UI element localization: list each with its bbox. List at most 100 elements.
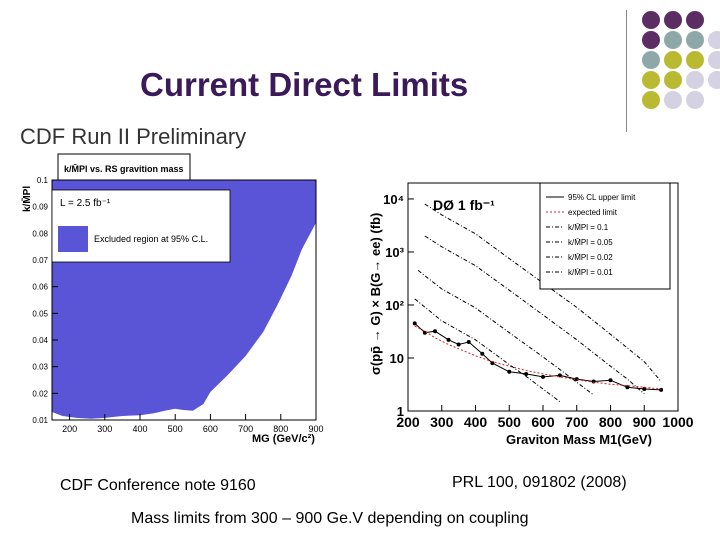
- d0-y-tick-label: 1: [397, 404, 404, 419]
- cdf-y-tick-label: 0.07: [32, 256, 48, 265]
- d0-data-point: [446, 337, 451, 342]
- d0-data-point: [642, 387, 647, 392]
- decor-dot: [708, 51, 720, 69]
- decor-dot: [686, 31, 704, 49]
- d0-data-point: [524, 371, 529, 376]
- d0-data-point: [412, 321, 417, 326]
- cdf-title: k/M̄Pl vs. RS gravition mass: [64, 164, 184, 174]
- cdf-x-tick-label: 500: [168, 424, 183, 434]
- d0-axes: 200 300 400 500 600 700 800 900 1000 1 10 10² 10³ 10⁴: [383, 182, 693, 430]
- decor-dot: [664, 51, 682, 69]
- cdf-x-tick-label: 300: [97, 424, 112, 434]
- d0-x-tick-label: 200: [396, 414, 420, 430]
- d0-data-point: [456, 342, 461, 347]
- caption-cdf-source: CDF Conference note 9160: [60, 477, 256, 494]
- cdf-legend: L = 2.5 fb⁻¹ Excluded region at 95% C.L.: [51, 189, 231, 263]
- d0-legend-label: k/M̄Pl = 0.05: [568, 238, 613, 247]
- cdf-x-tick-label: 400: [132, 424, 147, 434]
- d0-data-point: [480, 351, 485, 356]
- d0-x-tick-label: 800: [599, 414, 623, 430]
- decor-dot: [642, 91, 660, 109]
- d0-plot-area: [412, 203, 664, 403]
- d0-data-point: [541, 374, 545, 379]
- d0-legend-frame: [539, 182, 671, 290]
- cdf-legend-swatch: [58, 226, 88, 252]
- d0-data-point: [507, 369, 512, 374]
- d0-y-axis-label: σ(pp̄ → G) × B(G→ ee) (fb): [368, 213, 383, 375]
- cdf-y-tick-label: 0.09: [32, 203, 48, 212]
- d0-legend-label: 95% CL upper limit: [568, 193, 636, 202]
- d0-legend-label: k/M̄Pl = 0.01: [568, 268, 613, 277]
- cdf-y-tick-label: 0.01: [32, 416, 48, 425]
- cdf-legend-title-box: k/M̄Pl vs. RS gravition mass: [57, 153, 191, 181]
- decor-dot: [686, 51, 704, 69]
- d0-series-line: [414, 325, 662, 390]
- d0-series-line: [414, 298, 561, 403]
- d0-legend: 95% CL upper limit expected limit k/M̄Pl =…: [539, 182, 671, 290]
- cdf-legend-label: Excluded region at 95% C.L.: [94, 234, 208, 244]
- d0-x-tick-label: 300: [430, 414, 454, 430]
- d0-x-tick-label: 700: [565, 414, 589, 430]
- cdf-x-tick-label: 700: [238, 424, 253, 434]
- d0-data-point: [608, 378, 613, 383]
- d0-legend-label: k/M̄Pl = 0.1: [568, 223, 609, 232]
- decor-dot: [708, 31, 720, 49]
- decor-dot: [708, 71, 720, 89]
- d0-x-axis-label: Graviton Mass M1(GeV): [506, 432, 652, 447]
- decor-dot: [642, 51, 660, 69]
- d0-data-point: [574, 377, 579, 382]
- d0-legend-label: k/M̄Pl = 0.02: [568, 253, 613, 262]
- decor-dot: [664, 31, 682, 49]
- d0-x-tick-label: 600: [531, 414, 555, 430]
- cdf-x-tick-label: 200: [62, 424, 77, 434]
- cdf-y-axis-label: k/M̄Pl: [21, 186, 33, 212]
- decor-dot: [664, 11, 682, 29]
- decor-dot: [642, 31, 660, 49]
- cdf-axes: 200 300 400 500 600 700 800 900 0.01 0.02 0.03 0.04…: [32, 176, 323, 434]
- d0-data-point: [490, 361, 495, 366]
- d0-data-point: [591, 379, 596, 384]
- d0-x-tick-label: 1000: [662, 414, 693, 430]
- d0-limit-chart: 200 300 400 500 600 700 800 900 1000 1 10 10² 10³ 10⁴…: [368, 182, 693, 447]
- d0-data-point: [625, 385, 630, 390]
- cdf-x-tick-label: 600: [203, 424, 218, 434]
- cdf-y-tick-label: 0.02: [32, 389, 48, 398]
- d0-x-tick-label: 900: [633, 414, 657, 430]
- cdf-x-axis-label: MG (GeV/c²): [252, 433, 315, 445]
- d0-y-tick-label: 10²: [385, 298, 404, 313]
- decor-dot: [686, 71, 704, 89]
- cdf-y-tick-label: 0.04: [32, 336, 48, 345]
- decor-dot: [686, 91, 704, 109]
- decor-dot: [642, 11, 660, 29]
- cdf-y-tick-label: 0.03: [32, 363, 48, 372]
- cdf-limit-chart: CDF Run II Preliminary 200 300 400 500 600 70…: [20, 124, 324, 445]
- d0-x-tick-label: 500: [498, 414, 522, 430]
- d0-legend-label: expected limit: [568, 208, 618, 217]
- title-divider: [626, 10, 627, 132]
- caption-mass-limits: Mass limits from 300 – 900 Ge.V dependin…: [131, 510, 529, 527]
- cdf-y-tick-label: 0.06: [32, 283, 48, 292]
- decor-dot: [642, 71, 660, 89]
- decor-dot: [686, 11, 704, 29]
- d0-x-tick-label: 400: [464, 414, 488, 430]
- cdf-luminosity: L = 2.5 fb⁻¹: [60, 198, 111, 209]
- decorative-dot-grid: [642, 11, 720, 109]
- cdf-y-tick-label: 0.08: [32, 229, 48, 238]
- d0-data-point: [422, 330, 427, 335]
- d0-header: DØ 1 fb⁻¹: [433, 197, 495, 213]
- decor-dot: [664, 71, 682, 89]
- decor-dot: [664, 91, 682, 109]
- d0-data-point: [433, 329, 437, 334]
- d0-data-point: [466, 340, 471, 345]
- cdf-header: CDF Run II Preliminary: [20, 124, 246, 149]
- cdf-x-tick-label: 900: [308, 424, 323, 434]
- slide-title: Current Direct Limits: [140, 66, 469, 103]
- d0-y-tick-label: 10: [390, 351, 404, 366]
- d0-series-line: [414, 323, 662, 391]
- d0-y-tick-label: 10³: [385, 245, 404, 260]
- caption-d0-source: PRL 100, 091802 (2008): [452, 474, 627, 491]
- cdf-x-tick-label: 800: [273, 424, 288, 434]
- d0-data-point: [659, 387, 664, 392]
- d0-y-tick-label: 10⁴: [383, 192, 404, 207]
